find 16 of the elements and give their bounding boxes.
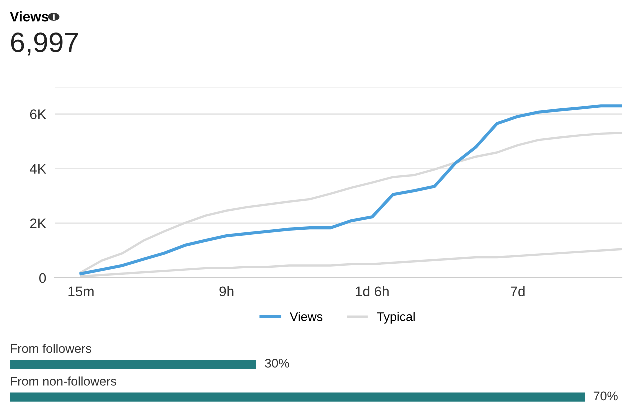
y-tick-label: 4K — [30, 164, 47, 174]
data-label: 30% — [265, 359, 290, 368]
data-label: 70% — [594, 392, 618, 401]
chart-title: Views — [10, 12, 49, 22]
legend-label: Views — [290, 312, 323, 322]
x-tick-label: 9h — [220, 286, 234, 297]
y-tick-label: 2K — [30, 218, 47, 228]
y-tick-label: From non-followers — [11, 376, 117, 386]
x-tick-label: 7d — [510, 286, 525, 297]
chart-subtitle: 6,997 — [11, 32, 78, 56]
y-tick-label: 6K — [30, 110, 47, 120]
x-tick-label: 15m — [68, 286, 94, 297]
x-tick-label: 1d 6h — [356, 286, 389, 297]
legend-label: Typical — [377, 312, 415, 324]
y-tick-label: From followers — [11, 344, 92, 354]
y-tick-label: 0 — [39, 273, 46, 284]
